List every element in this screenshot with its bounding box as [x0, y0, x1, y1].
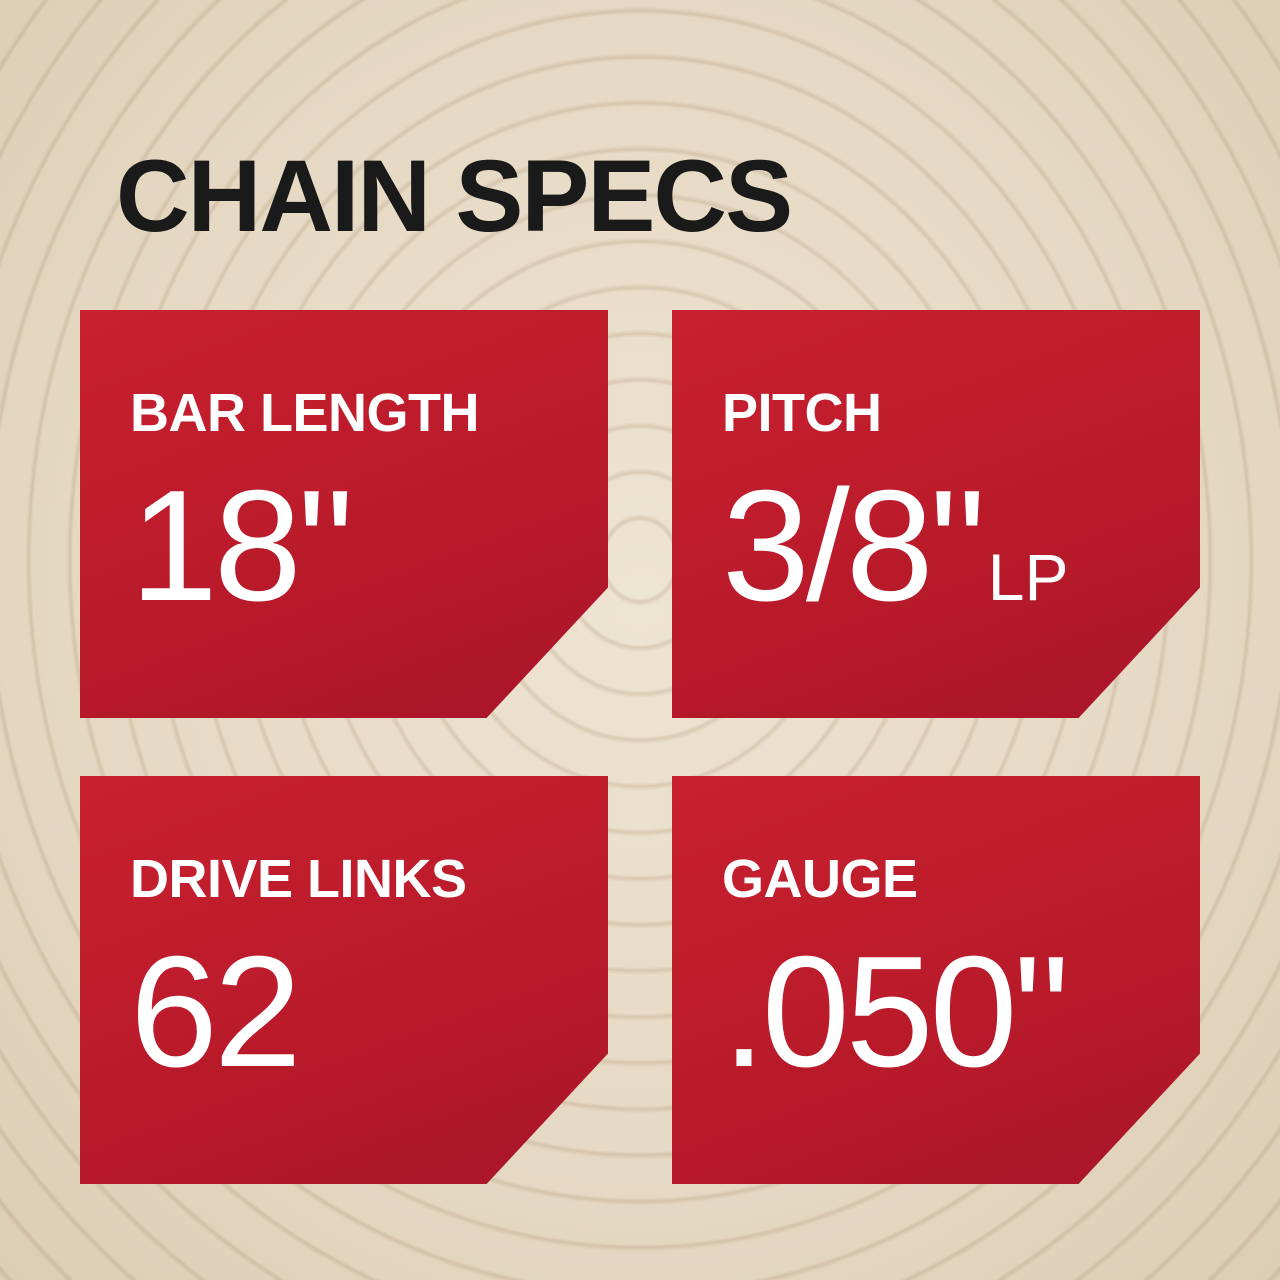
- spec-value-text: 62: [130, 924, 302, 1100]
- spec-card-gauge: GAUGE .050": [672, 776, 1200, 1184]
- page-title: CHAIN SPECS: [116, 139, 793, 253]
- spec-value: .050": [722, 924, 1070, 1100]
- spec-card-drive-links: DRIVE LINKS 62: [80, 776, 608, 1184]
- spec-value-text: .050": [722, 924, 1070, 1100]
- spec-value: 62: [130, 924, 302, 1100]
- spec-card-bar-length: BAR LENGTH 18": [80, 310, 608, 718]
- spec-label: GAUGE: [722, 849, 918, 909]
- spec-label: DRIVE LINKS: [130, 849, 467, 909]
- spec-label: BAR LENGTH: [130, 383, 479, 443]
- spec-value: 3/8"LP: [722, 458, 1069, 634]
- spec-label: PITCH: [722, 383, 882, 443]
- spec-value-text: 3/8": [722, 458, 986, 634]
- spec-value: 18": [130, 458, 354, 634]
- spec-card-pitch: PITCH 3/8"LP: [672, 310, 1200, 718]
- spec-value-text: 18": [130, 458, 354, 634]
- spec-value-suffix: LP: [987, 540, 1069, 614]
